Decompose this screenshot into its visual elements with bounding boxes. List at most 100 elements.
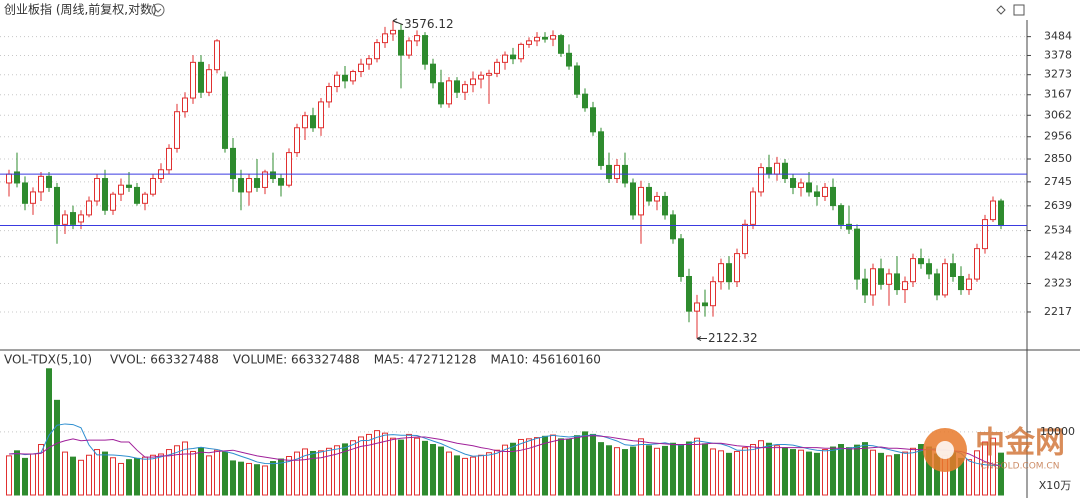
- chart-title: 创业板指 (周线,前复权,对数): [4, 2, 157, 17]
- candle-body: [790, 178, 796, 188]
- volume-bar: [182, 441, 188, 496]
- volume-bar: [142, 456, 148, 496]
- candle-body: [342, 74, 348, 82]
- legend-label: VVOL: 663327488: [110, 353, 219, 367]
- candle-body: [990, 200, 996, 221]
- candle-body: [934, 273, 940, 296]
- candle-body: [806, 182, 812, 193]
- candle-body: [222, 76, 228, 149]
- volume-bar: [470, 456, 476, 496]
- candle-body: [686, 275, 692, 312]
- volume-bar: [790, 449, 796, 496]
- candle-body: [670, 214, 676, 240]
- volume-bar: [238, 461, 244, 496]
- volume-bar: [710, 448, 716, 496]
- volume-bar: [830, 446, 836, 496]
- volume-bar: [390, 437, 396, 496]
- volume-bar: [134, 457, 140, 496]
- volume-bar: [302, 448, 308, 496]
- candle-body: [174, 111, 180, 149]
- candle-body: [878, 268, 884, 285]
- candle-body: [558, 35, 564, 54]
- volume-bar: [342, 443, 348, 496]
- annotation-arrow: [696, 336, 707, 342]
- volume-bar: [318, 450, 324, 496]
- ma-line: [8, 423, 1002, 466]
- candle-body: [966, 278, 972, 291]
- volume-bar: [278, 458, 284, 496]
- volume-bar: [654, 447, 660, 496]
- y-tick-label: 2850: [1044, 152, 1072, 165]
- volume-bar: [894, 454, 900, 496]
- volume-bar: [198, 447, 204, 496]
- candle-body: [334, 74, 340, 88]
- volume-bar: [726, 452, 732, 496]
- volume-bar: [206, 455, 212, 496]
- watermark-logo-inner: [936, 441, 954, 459]
- volume-bar: [190, 450, 196, 496]
- candle-body: [326, 86, 332, 103]
- volume-bar: [526, 438, 532, 496]
- volume-bar: [102, 451, 108, 496]
- candle-body: [14, 171, 20, 184]
- candle-body: [830, 186, 836, 207]
- volume-bar: [718, 450, 724, 496]
- candle-body: [126, 184, 132, 188]
- window-icon[interactable]: [1013, 4, 1025, 16]
- candle-body: [382, 33, 388, 44]
- volume-bar: [558, 438, 564, 496]
- candle-body: [574, 65, 580, 95]
- candle-body: [630, 182, 636, 216]
- volume-bar: [478, 454, 484, 496]
- volume-bar: [230, 460, 236, 496]
- volume-bar: [542, 435, 548, 496]
- volume-bar: [374, 430, 380, 496]
- volume-bar: [590, 433, 596, 496]
- candle-body: [406, 40, 412, 56]
- volume-bar: [406, 433, 412, 496]
- volume-bar: [214, 449, 220, 496]
- candle-body: [582, 93, 588, 109]
- volume-bar: [6, 455, 12, 496]
- candle-body: [542, 36, 548, 40]
- volume-bar: [974, 450, 980, 496]
- volume-bar: [422, 440, 428, 496]
- candle-body: [86, 200, 92, 216]
- volume-bar: [750, 444, 756, 496]
- volume-bar: [614, 447, 620, 496]
- volume-bar: [574, 435, 580, 496]
- volume-bar: [150, 454, 156, 496]
- volume-bar: [38, 444, 44, 496]
- volume-bar: [990, 437, 996, 496]
- volume-bar: [678, 444, 684, 496]
- volume-bar: [742, 447, 748, 496]
- candle-body: [766, 167, 772, 175]
- diamond-icon[interactable]: [996, 5, 1006, 15]
- candle-body: [774, 162, 780, 175]
- dropdown-icon[interactable]: [151, 3, 165, 17]
- legend-label: VOLUME: 663327488: [233, 353, 360, 367]
- candle-body: [478, 74, 484, 80]
- candle-body: [926, 263, 932, 275]
- volume-bar: [782, 447, 788, 496]
- candle-body: [846, 223, 852, 230]
- legend-label: MA5: 472712128: [374, 353, 477, 367]
- candle-body: [486, 72, 492, 76]
- y-tick-label: 2956: [1044, 130, 1072, 143]
- volume-bar: [630, 446, 636, 496]
- candle-body: [494, 61, 500, 74]
- candle-body: [654, 195, 660, 202]
- y-tick-label: 2428: [1044, 250, 1072, 263]
- volume-bar: [878, 452, 884, 496]
- candle-body: [590, 107, 596, 133]
- candle-body: [110, 193, 116, 211]
- candle-body: [286, 152, 292, 186]
- y-tick-label: 3273: [1044, 68, 1072, 81]
- candle-body: [814, 191, 820, 197]
- volume-bar: [734, 450, 740, 496]
- volume-bar: [438, 446, 444, 496]
- candle-body: [646, 186, 652, 202]
- candle-body: [710, 281, 716, 307]
- candle-body: [422, 35, 428, 65]
